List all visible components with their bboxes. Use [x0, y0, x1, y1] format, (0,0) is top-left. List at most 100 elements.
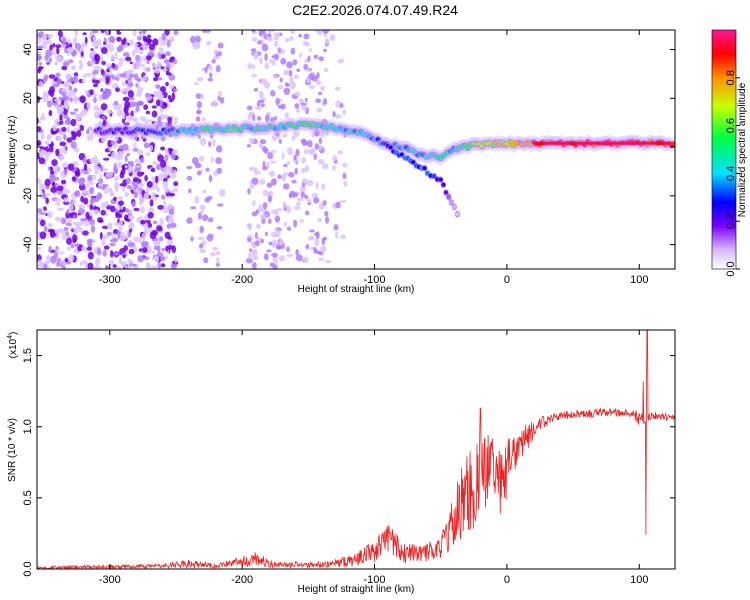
spectrogram-noise-cell	[249, 241, 256, 246]
spectrogram-noise-cell	[37, 213, 40, 218]
spectrogram-noise-cell	[272, 75, 278, 79]
spectrogram-noise-cell	[213, 49, 219, 54]
spectrogram-noise-cell	[156, 163, 161, 171]
spectrogram-noise-cell	[262, 189, 269, 197]
spectrogram-noise-cell	[105, 63, 112, 68]
spectrogram-noise-cell	[146, 181, 153, 188]
spectrogram-noise-cell	[72, 221, 78, 226]
spectrogram-noise-cell	[261, 30, 266, 35]
spectrogram-noise-cell	[48, 110, 53, 117]
spectrogram-noise-cell	[266, 161, 270, 169]
spectrogram-noise-cell	[301, 182, 305, 188]
spectrogram-noise-cell	[96, 107, 101, 111]
spectrogram-noise-cell	[84, 72, 91, 77]
spectrogram-noise-cell	[161, 32, 167, 41]
spectrogram-noise-cell	[304, 58, 308, 64]
spectrogram-noise-cell	[101, 60, 106, 66]
spectrogram-noise-cell	[159, 94, 164, 99]
spectrogram-noise-cell	[163, 207, 169, 214]
spectrogram-noise-cell	[116, 31, 122, 35]
spectrogram-noise-cell	[38, 183, 45, 192]
spectrogram-noise-cell	[40, 219, 46, 227]
spectrogram-noise-cell	[256, 100, 261, 108]
spectrogram-noise-cell	[335, 201, 341, 209]
spectrogram-noise-cell	[247, 62, 253, 70]
spectrogram-noise-cell	[73, 87, 78, 93]
snr-y-scale-label: (x104)	[7, 332, 19, 359]
spectrogram-noise-cell	[106, 171, 114, 178]
spectrogram-noise-cell	[39, 231, 47, 240]
spectrogram-noise-cell	[286, 253, 294, 258]
spectrogram-noise-cell	[61, 234, 69, 240]
spectrogram-noise-cell	[89, 89, 94, 96]
spectrogram-noise-cell	[54, 177, 60, 181]
spectrogram-noise-cell	[268, 241, 273, 246]
spectrogram-noise-cell	[278, 138, 282, 145]
spectrogram-noise-cell	[108, 36, 116, 43]
spectrogram-noise-cell	[285, 205, 292, 214]
spectrogram-noise-cell	[167, 116, 173, 123]
snr-x-tick-label: -100	[364, 574, 386, 586]
spectrogram-noise-cell	[258, 144, 263, 148]
spectrogram-noise-cell	[267, 35, 273, 42]
spectrogram-noise-cell	[144, 240, 149, 248]
spectrogram-noise-cell	[190, 206, 197, 210]
spectrogram-noise-cell	[148, 227, 153, 233]
spectrogram-noise-cell	[92, 79, 96, 84]
spectrogram-noise-cell	[341, 162, 348, 168]
spectrogram-noise-cell	[174, 255, 178, 264]
spectrogram-noise-cell	[139, 183, 145, 187]
colorbar-tick-label: 0.8	[725, 70, 737, 85]
spectrogram-noise-cell	[307, 55, 311, 63]
spectrogram-noise-cell	[91, 30, 99, 34]
spectrogram-noise-cell	[299, 52, 303, 59]
spectrogram-noise-cell	[57, 207, 64, 211]
spectrogram-noise-cell	[278, 239, 284, 246]
spectrogram-noise-cell	[93, 65, 99, 71]
spectrogram-noise-cell	[81, 230, 89, 236]
spectrogram-noise-cell	[54, 216, 62, 222]
spectrogram-noise-cell	[316, 107, 323, 113]
spectrogram-trace-cell	[375, 137, 381, 142]
spectrogram-noise-cell	[37, 177, 42, 185]
spectrogram-noise-cell	[164, 153, 169, 162]
spectrogram-noise-cell	[285, 83, 290, 87]
spectrogram-noise-cell	[151, 251, 156, 255]
spectrogram-noise-cell	[132, 30, 137, 37]
spectrogram-noise-cell	[44, 178, 51, 187]
spectrogram-noise-cell	[59, 141, 67, 147]
spectrogram-noise-cell	[110, 140, 116, 146]
spectrogram-noise-cell	[79, 261, 83, 267]
spectrogram-noise-cell	[192, 42, 200, 50]
spectrogram-noise-cell	[154, 68, 161, 74]
spectrogram-noise-cell	[155, 99, 161, 107]
spectrogram-noise-cell	[284, 112, 290, 119]
spectrogram-noise-cell	[89, 61, 95, 65]
spectrogram-noise-cell	[141, 77, 146, 81]
spectrogram-noise-cell	[166, 72, 172, 76]
snr-x-axis-label: Height of straight line (km)	[298, 584, 415, 595]
spectrogram-noise-cell	[296, 197, 304, 202]
spectrogram-noise-cell	[89, 210, 93, 217]
spectrogram-noise-cell	[300, 102, 307, 106]
spectrogram-noise-cell	[37, 140, 42, 146]
spectrogram-noise-cell	[94, 53, 101, 62]
spectrogram-noise-cell	[82, 259, 87, 265]
spectrogram-noise-cell	[315, 182, 319, 190]
spectrogram-noise-cell	[160, 86, 166, 93]
spectrogram-noise-cell	[277, 174, 282, 179]
spectrogram-noise-cell	[260, 78, 268, 85]
spectrogram-noise-cell	[343, 180, 348, 187]
spectrogram-noise-cell	[91, 50, 97, 54]
spectrogram-noise-cell	[163, 200, 167, 209]
spectrogram-trace-layer	[91, 116, 675, 218]
spectrogram-trace-cell	[443, 190, 449, 195]
spectrogram-noise-cell	[313, 153, 317, 161]
spectrogram-noise-cell	[135, 54, 141, 62]
spectrogram-noise-cell	[270, 150, 277, 154]
spectrogram-noise-cell	[282, 133, 288, 138]
spectrogram-noise-cell	[114, 222, 120, 226]
spectrogram-noise-cell	[307, 140, 313, 148]
spectrogram-noise-cell	[217, 42, 224, 49]
spectrogram-noise-cell	[269, 262, 275, 267]
